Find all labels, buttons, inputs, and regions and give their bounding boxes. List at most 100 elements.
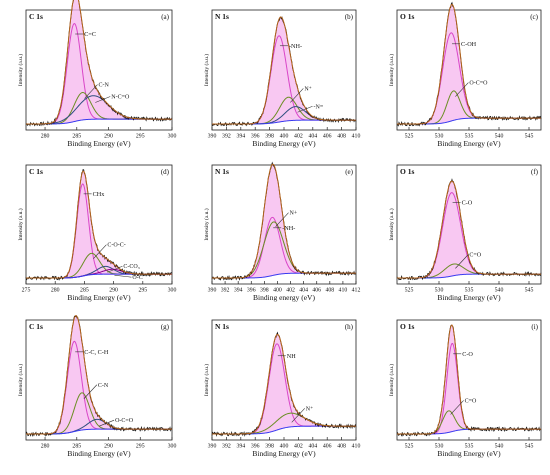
x-axis-label: Binding Energy (eV) xyxy=(67,293,131,302)
raw-data-line xyxy=(396,324,542,437)
xps-panel-h: N 1s (h) Binding Energy (eV) Intensity (a.u… xyxy=(203,319,360,458)
panel-label: (d) xyxy=(161,168,170,176)
peak-label: C-N xyxy=(98,83,109,89)
panel-label: (b) xyxy=(345,13,354,21)
peak-label: C=C xyxy=(84,31,96,38)
peak-label: -NH- xyxy=(282,225,295,232)
y-axis-label: Intensity (a.u.) xyxy=(388,364,395,396)
plot-frame xyxy=(211,164,357,285)
panel-label: (c) xyxy=(530,13,538,21)
plot-frame xyxy=(25,164,173,285)
x-axis-label: Binding Energy (eV) xyxy=(252,139,316,148)
y-axis-label: Intensity (a.u.) xyxy=(17,364,24,396)
annotation-arrow xyxy=(98,419,115,427)
x-axis-label: Binding Energy (eV) xyxy=(437,449,501,458)
x-tick-label: 545 xyxy=(525,134,534,140)
x-axis-label: Binding energy (eV) xyxy=(253,293,315,302)
peak-label: C=O xyxy=(469,252,481,258)
xps-panel-b: N 1s (b) Binding Energy (eV) Intensity (a.u… xyxy=(203,9,361,148)
x-tick-label: 410 xyxy=(339,288,348,294)
x-tick-label: 390 xyxy=(208,444,217,450)
x-axis-label: Binding Energy (eV) xyxy=(67,139,131,148)
peak-label: C-O xyxy=(462,351,473,358)
x-axis-label: Binding Energy (eV) xyxy=(67,449,131,458)
fit-envelope-line xyxy=(212,16,356,125)
x-axis-label: Binding Energy (eV) xyxy=(252,449,316,458)
x-tick-label: 402 xyxy=(286,288,295,294)
x-tick-label: 408 xyxy=(337,134,346,140)
annotation-arrow xyxy=(291,408,305,423)
x-tick-label: 398 xyxy=(265,134,274,140)
x-tick-label: 525 xyxy=(405,444,414,450)
x-tick-label: 394 xyxy=(236,444,245,450)
peak-label: O-C=O xyxy=(115,418,134,424)
annotation-arrow xyxy=(95,96,111,103)
panel-title: N 1s xyxy=(215,322,229,331)
x-tick-label: 400 xyxy=(280,444,289,450)
peak-label: O-C xyxy=(132,275,142,281)
x-tick-label: 540 xyxy=(495,288,504,294)
xps-panel-f: O 1s (f) Binding Energy (eV) Intensity (a.u… xyxy=(388,164,542,302)
panel-title: C 1s xyxy=(29,12,43,21)
panel-label: (a) xyxy=(161,13,169,21)
x-tick-label: 406 xyxy=(323,444,332,450)
x-tick-label: 295 xyxy=(138,288,147,294)
envelope-fill xyxy=(397,181,541,278)
y-axis-label: Intensity (a.u.) xyxy=(203,364,210,396)
annotation-arrow xyxy=(455,254,469,269)
plot-frame xyxy=(396,319,542,441)
x-tick-label: 410 xyxy=(352,134,361,140)
y-axis-label: Intensity (a.u.) xyxy=(388,54,395,86)
x-tick-label: 285 xyxy=(72,444,81,450)
x-tick-label: 535 xyxy=(465,288,474,294)
peak-label: -N= xyxy=(314,104,324,110)
peak-label: -NH- xyxy=(289,43,302,50)
x-tick-label: 396 xyxy=(247,288,256,294)
panel-title: O 1s xyxy=(400,322,414,331)
x-tick-label: 300 xyxy=(168,288,177,294)
x-tick-label: 545 xyxy=(525,444,534,450)
x-tick-label: 402 xyxy=(294,134,303,140)
x-tick-label: 396 xyxy=(251,444,260,450)
x-tick-label: 535 xyxy=(465,134,474,140)
panel-label: (e) xyxy=(345,168,353,176)
x-tick-label: 525 xyxy=(405,134,414,140)
fit-envelope-line xyxy=(397,324,541,435)
x-tick-label: 530 xyxy=(435,134,444,140)
y-axis-label: Intensity (a.u.) xyxy=(17,208,24,240)
x-tick-label: 545 xyxy=(525,288,534,294)
plot-frame xyxy=(25,319,173,441)
x-tick-label: 280 xyxy=(41,134,50,140)
envelope-fill xyxy=(397,325,541,434)
x-tick-label: 406 xyxy=(312,288,321,294)
y-axis-label: Intensity (a.u.) xyxy=(203,54,210,86)
peak-label: C-OH xyxy=(461,41,477,48)
x-tick-label: 390 xyxy=(208,134,217,140)
x-tick-label: 535 xyxy=(465,444,474,450)
peak-label: N⁺ xyxy=(306,405,314,412)
xps-panel-e: N 1s (e) Binding energy (eV) Intensity (a.u… xyxy=(203,161,361,302)
x-tick-label: 402 xyxy=(294,444,303,450)
component-peak-curve xyxy=(397,410,541,435)
x-tick-label: 412 xyxy=(352,288,361,294)
x-tick-label: 392 xyxy=(222,134,231,140)
fit-envelope-line xyxy=(26,170,172,279)
peak-label: CHx xyxy=(93,191,106,198)
annotation-arrow xyxy=(290,88,304,103)
envelope-fill xyxy=(212,334,356,434)
panel-label: (i) xyxy=(531,323,538,331)
panel-label: (h) xyxy=(345,323,354,331)
panel-label: (f) xyxy=(531,168,539,176)
annotation-arrow xyxy=(84,84,98,99)
panel-title: N 1s xyxy=(215,12,229,21)
fit-envelope-line xyxy=(212,163,356,279)
annotation-arrow xyxy=(83,384,98,399)
xps-panel-i: O 1s (i) Binding Energy (eV) Intensity (a.u… xyxy=(388,319,542,458)
xps-panel-c: O 1s (c) Binding Energy (eV) Intensity (a.u… xyxy=(388,1,542,148)
peak-label: C-CO₃ xyxy=(123,264,139,270)
peak-label: NH xyxy=(287,353,296,360)
annotation-arrow xyxy=(93,244,107,259)
panel-title: C 1s xyxy=(29,167,43,176)
x-tick-label: 285 xyxy=(72,134,81,140)
fit-envelope-line xyxy=(397,3,541,125)
